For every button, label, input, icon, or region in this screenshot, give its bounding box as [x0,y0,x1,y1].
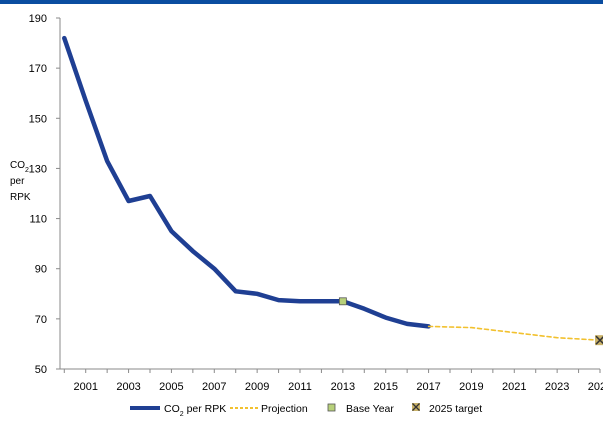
x-tick-label: 2021 [502,381,526,393]
legend-swatch-2025-target [412,403,420,411]
x-tick-label: 2003 [116,381,140,393]
legend-swatch-base-year [327,403,336,412]
y-tick-label: 110 [29,214,47,226]
series-projection-line [427,325,601,342]
y-tick-label: 130 [29,163,47,175]
legend-label-base-year: Base Year [346,403,394,415]
y-axis-ticks: 50 70 90 110 130 150 170 190 [29,13,60,376]
y-axis-label-per: per [10,176,25,187]
x-tick-label: 2005 [159,381,183,393]
y-tick-label: 50 [35,364,47,376]
x-tick-label: 2001 [73,381,97,393]
y-tick-label: 90 [35,264,47,276]
x-tick-label: 2009 [245,381,269,393]
x-tick-label: 2017 [416,381,440,393]
x-tick-label: 2013 [331,381,355,393]
chart-legend: CO2 per RPK Projection Base Year 2025 ta… [130,403,482,418]
x-tick-label: 2023 [545,381,569,393]
y-tick-label: 170 [29,63,47,75]
x-tick-label: 2025 [588,381,603,393]
series-co2-per-rpk-line [62,35,431,329]
top-banner-stripe [0,0,603,4]
x-tick-label: 2019 [459,381,483,393]
legend-label-projection: Projection [261,403,308,415]
legend-label-co2-per-rpk: CO2 per RPK [164,403,226,418]
chart-series [62,35,601,342]
x-tick-label: 2015 [373,381,397,393]
y-tick-label: 150 [29,113,47,125]
y-tick-label: 190 [29,13,47,25]
y-tick-label: 70 [35,314,47,326]
chart-axes [59,18,600,370]
base-year-marker [338,297,347,306]
target-2025-marker [595,335,603,346]
x-tick-label: 2011 [288,381,312,393]
x-tick-label: 2007 [202,381,226,393]
x-axis-ticks: 2001 2003 2005 2007 2009 2011 2013 2015 2017 2019… [63,369,603,393]
y-axis-label-co2: CO2 [10,160,29,174]
y-axis-label-rpk: RPK [10,192,31,203]
legend-label-2025-target: 2025 target [429,403,482,415]
